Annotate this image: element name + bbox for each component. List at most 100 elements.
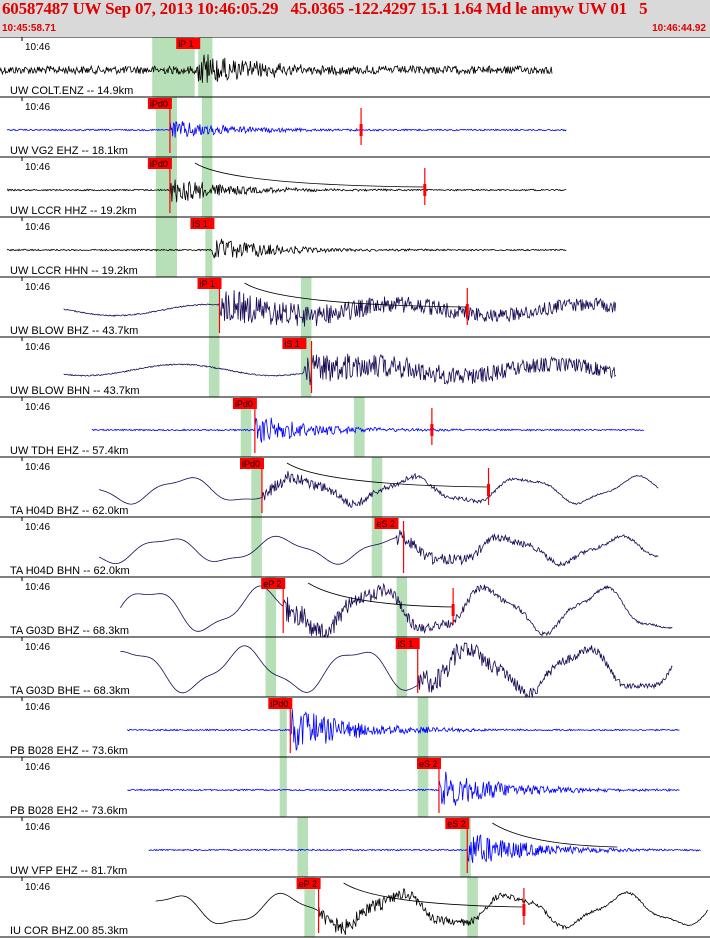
phase-window-9-0 — [265, 577, 277, 637]
phase-window-14-1 — [467, 877, 478, 937]
waveform-trace — [127, 771, 680, 806]
pick-label-box — [417, 758, 441, 769]
station-label: TA G03D BHE -- 68.3km — [10, 685, 130, 697]
pick-label: eP 2 — [299, 879, 317, 889]
time-tick-label: 10:46 — [25, 102, 50, 113]
phase-window-5-0 — [208, 337, 220, 397]
station-label: UW BLOW BHZ -- 43.7km — [10, 325, 138, 337]
time-tick-label: 10:46 — [25, 642, 50, 653]
phase-window-11-0 — [279, 697, 287, 757]
station-label: UW LCCR HHZ -- 19.2km — [10, 205, 137, 217]
station-label: UW TDH EHZ -- 57.4km — [10, 445, 128, 457]
phase-window-10-0 — [265, 637, 277, 697]
phase-window-3-1 — [205, 217, 213, 277]
phase-window-2-0 — [155, 157, 177, 217]
pick-label: iS 1 — [398, 639, 414, 649]
station-label: IU COR BHZ.00 85.3km — [10, 925, 128, 937]
pick-label: eP 2 — [263, 579, 281, 589]
station-label: UW BLOW BHN -- 43.7km — [10, 385, 140, 397]
pick-label: eS 2 — [419, 759, 438, 769]
pick-label-box — [296, 878, 321, 889]
pick-label-box — [395, 638, 420, 649]
waveform-trace — [127, 708, 680, 751]
time-tick-label: 10:46 — [25, 342, 50, 353]
pick-label: iPd0 — [270, 699, 288, 709]
phase-window-10-1 — [396, 637, 408, 697]
waveform-trace — [63, 353, 617, 386]
waveform-trace — [6, 179, 567, 203]
time-tick-label: 10:46 — [25, 282, 50, 293]
waveform-trace — [98, 530, 659, 568]
station-label: UW LCCR HHN -- 19.2km — [10, 265, 138, 277]
pick-label: iP 1 — [200, 279, 215, 289]
phase-window-4-0 — [208, 277, 220, 337]
station-label: TA H04D BHN -- 62.0km — [10, 565, 130, 577]
coda-mark-bar — [465, 304, 469, 316]
pick-label: iPd0 — [150, 159, 168, 169]
phase-window-12-1 — [417, 757, 429, 817]
phase-window-8-0 — [251, 517, 262, 577]
waveform-trace — [6, 121, 567, 138]
coda-mark-bar — [430, 424, 434, 436]
phase-window-3-0 — [155, 217, 177, 277]
pick-label-box — [176, 38, 201, 49]
time-tick-label: 10:46 — [25, 402, 50, 413]
time-tick-label: 10:46 — [25, 822, 50, 833]
phase-window-5-1 — [300, 337, 312, 397]
phase-window-8-1 — [371, 517, 383, 577]
pick-label-box — [147, 98, 172, 109]
decay-curve — [194, 162, 425, 188]
event-title: 60587487 UW Sep 07, 2013 10:46:05.29 45.… — [2, 0, 648, 18]
time-tick-label: 10:46 — [25, 162, 50, 173]
station-label: TA H04D BHZ -- 62.0km — [10, 505, 128, 517]
time-start-label: 10:45:58.71 — [2, 23, 56, 34]
waveform-trace — [99, 471, 659, 509]
time-end-label: 10:46:44.92 — [652, 23, 706, 34]
pick-label-box — [374, 518, 399, 529]
pick-label: iPd0 — [235, 399, 253, 409]
pick-label-box — [240, 458, 264, 469]
waveform-trace — [0, 54, 553, 83]
pick-label-box — [232, 398, 257, 409]
pick-label: eS 2 — [447, 819, 466, 829]
pick-label: iS 1 — [284, 339, 300, 349]
waveform-trace — [155, 888, 709, 935]
phase-window-2-1 — [201, 157, 213, 217]
phase-window-1-0 — [155, 97, 177, 157]
coda-mark-bar — [423, 184, 427, 196]
waveform-trace — [63, 290, 617, 327]
seismogram-plot: 10:46 iP 1 UW COLT.ENZ -- 14.9km 10:46 iPd0 U… — [0, 37, 710, 938]
pick-label: iPd0 — [242, 459, 260, 469]
pick-label-box — [197, 278, 222, 289]
pick-label-box — [282, 338, 307, 349]
pick-label-box — [261, 578, 286, 589]
phase-window-13-1 — [460, 817, 471, 877]
time-tick-label: 10:46 — [25, 222, 50, 233]
coda-mark-bar — [451, 604, 455, 616]
station-label: PB B028 EHZ -- 73.6km — [10, 745, 128, 757]
time-tick-label: 10:46 — [25, 462, 50, 473]
pick-label-box — [190, 218, 215, 229]
station-label: UW COLT.ENZ -- 14.9km — [10, 85, 133, 97]
decay-curve — [492, 822, 618, 848]
pick-label-box — [147, 158, 172, 169]
station-label: UW VG2 EHZ -- 18.1km — [10, 145, 128, 157]
pick-label-box — [268, 698, 293, 709]
pick-label-box — [445, 818, 470, 829]
decay-curve — [286, 462, 489, 488]
waveform-trace — [6, 238, 567, 259]
time-tick-label: 10:46 — [25, 702, 50, 713]
phase-window-7-1 — [371, 457, 383, 517]
pick-label: iPd0 — [150, 99, 168, 109]
coda-mark-bar — [359, 124, 363, 136]
station-label: TA G03D BHZ -- 68.3km — [10, 625, 129, 637]
decay-curve — [307, 582, 454, 608]
pick-label: iS 1 — [192, 219, 208, 229]
station-label: PB B028 EH2 -- 73.6km — [10, 805, 127, 817]
time-tick-label: 10:46 — [25, 42, 50, 53]
phase-window-12-0 — [279, 757, 287, 817]
pick-label: eS 2 — [377, 519, 396, 529]
time-tick-label: 10:46 — [25, 882, 50, 893]
decay-curve — [244, 282, 468, 308]
station-label: UW VFP EHZ -- 81.7km — [10, 865, 127, 877]
